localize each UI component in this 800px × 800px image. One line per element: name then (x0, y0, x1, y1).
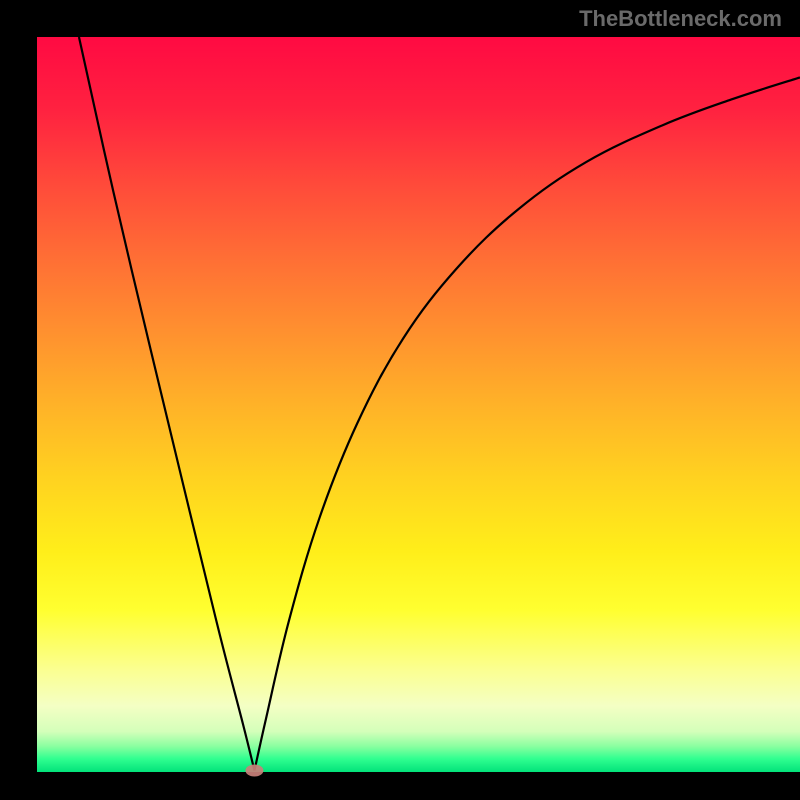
bottleneck-chart (0, 0, 800, 800)
chart-background (37, 37, 800, 772)
optimum-marker (245, 765, 263, 777)
watermark-text: TheBottleneck.com (579, 6, 782, 32)
